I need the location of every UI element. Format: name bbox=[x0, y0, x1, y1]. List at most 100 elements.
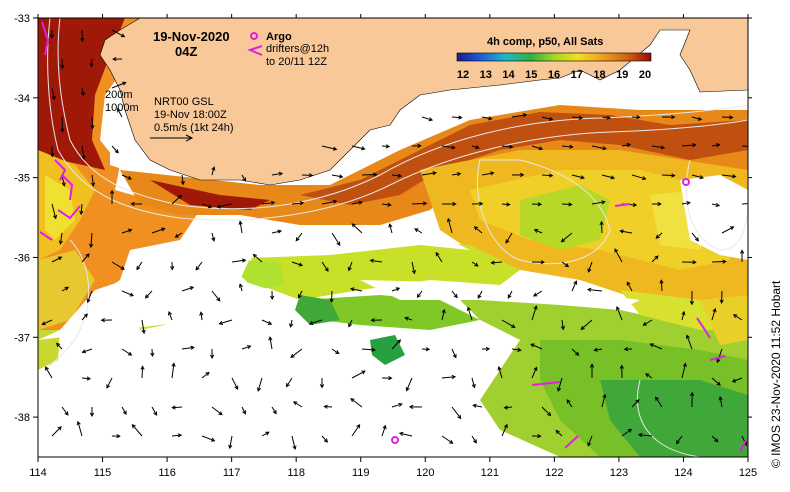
current-arrow bbox=[131, 423, 143, 437]
current-arrow bbox=[140, 365, 145, 379]
current-arrow bbox=[370, 318, 383, 323]
current-arrow bbox=[50, 145, 55, 158]
drifter-legend-line1: drifters@12h bbox=[266, 43, 329, 55]
current-arrow bbox=[601, 115, 612, 120]
current-arrow bbox=[60, 116, 65, 133]
current-arrow bbox=[531, 202, 543, 207]
drifter-track bbox=[57, 205, 81, 220]
current-arrow bbox=[451, 115, 463, 120]
current-arrow bbox=[531, 366, 538, 379]
current-arrow bbox=[61, 286, 70, 292]
current-arrow bbox=[111, 145, 119, 154]
drifter-track bbox=[696, 317, 711, 339]
contour-label-1000m: 1000m bbox=[105, 102, 139, 114]
drifter-track bbox=[564, 435, 579, 449]
current-arrow bbox=[81, 313, 88, 321]
current-arrow bbox=[441, 201, 457, 207]
drifter-track bbox=[39, 231, 53, 241]
current-arrow bbox=[321, 199, 338, 205]
drifter-track bbox=[531, 381, 561, 386]
current-arrow bbox=[81, 145, 86, 160]
current-arrow bbox=[261, 200, 276, 205]
current-arrow bbox=[151, 227, 166, 234]
current-arrow bbox=[151, 406, 158, 416]
current-arrow bbox=[649, 343, 663, 350]
current-arrow bbox=[661, 173, 676, 178]
current-scale-label: 0.5m/s (1kt 24h) bbox=[154, 122, 233, 134]
y-tick-label: -34 bbox=[14, 93, 30, 105]
drifter-legend: drifters@12h to 20/11 12Z bbox=[247, 43, 329, 68]
current-arrow bbox=[408, 404, 423, 410]
current-arrow bbox=[49, 29, 54, 39]
current-arrow bbox=[711, 377, 721, 386]
current-arrow bbox=[238, 283, 243, 292]
current-arrow bbox=[290, 348, 303, 358]
current-arrow bbox=[661, 114, 676, 120]
current-arrow bbox=[503, 405, 513, 410]
current-arrow bbox=[501, 319, 516, 328]
current-arrow bbox=[651, 201, 662, 207]
current-arrow bbox=[174, 232, 183, 238]
current-arrow bbox=[690, 391, 695, 408]
current-arrow bbox=[231, 377, 239, 390]
current-arrow bbox=[471, 201, 484, 206]
current-arrow bbox=[561, 144, 574, 149]
current-arrow bbox=[571, 280, 578, 292]
current-arrow bbox=[121, 406, 127, 415]
current-arrow bbox=[121, 348, 133, 356]
current-arrow bbox=[61, 406, 69, 416]
current-arrow bbox=[171, 405, 183, 410]
current-arrow bbox=[716, 348, 723, 364]
current-arrow bbox=[501, 202, 511, 207]
current-arrow bbox=[659, 279, 664, 292]
current-arrow bbox=[655, 232, 663, 239]
current-arrow bbox=[331, 174, 344, 179]
colorbar-tick-label: 20 bbox=[639, 69, 651, 81]
current-arrow bbox=[211, 290, 221, 302]
current-arrow bbox=[80, 29, 85, 43]
x-tick-label: 118 bbox=[287, 467, 305, 479]
current-arrow bbox=[451, 406, 462, 420]
current-arrow bbox=[195, 261, 203, 271]
current-arrow bbox=[507, 290, 513, 299]
current-arrow bbox=[291, 261, 304, 267]
current-arrow bbox=[181, 286, 195, 292]
current-arrow bbox=[741, 203, 748, 205]
current-arrow bbox=[675, 435, 683, 445]
current-arrow bbox=[170, 261, 175, 271]
current-arrow bbox=[361, 172, 378, 177]
current-arrow bbox=[228, 435, 233, 450]
drifter-tracks bbox=[39, 21, 747, 453]
current-arrow bbox=[472, 403, 483, 408]
current-arrow bbox=[645, 373, 653, 379]
y-tick-label: -36 bbox=[14, 252, 30, 264]
colorbar-tick-label: 19 bbox=[616, 69, 628, 81]
current-arrow bbox=[731, 377, 743, 383]
current-arrow bbox=[323, 404, 333, 409]
x-axis: 114 115 116 117 118 119 120 121 122 123 124 125 bbox=[29, 14, 757, 479]
current-model-time: 19-Nov 18:00Z bbox=[154, 109, 227, 121]
current-arrow bbox=[721, 226, 735, 234]
current-arrow bbox=[685, 334, 693, 350]
current-arrow bbox=[451, 290, 458, 299]
x-tick-label: 114 bbox=[29, 467, 47, 479]
y-tick-label: -37 bbox=[14, 332, 30, 344]
current-arrow bbox=[531, 433, 542, 439]
current-arrow bbox=[587, 261, 593, 273]
current-arrow bbox=[121, 290, 135, 297]
current-arrow bbox=[121, 228, 133, 234]
current-arrow bbox=[642, 319, 653, 326]
current-arrow bbox=[571, 115, 584, 120]
current-arrow bbox=[261, 431, 270, 437]
x-tick-label: 119 bbox=[352, 467, 370, 479]
x-tick-label: 115 bbox=[94, 467, 112, 479]
current-arrow bbox=[111, 29, 126, 38]
current-arrow bbox=[136, 261, 143, 271]
current-arrow bbox=[471, 435, 477, 444]
current-arrow bbox=[167, 310, 173, 321]
x-tick-label: 116 bbox=[158, 467, 176, 479]
current-arrow bbox=[571, 348, 580, 356]
plot-frame bbox=[37, 17, 749, 458]
x-tick-label: 125 bbox=[739, 467, 757, 479]
colorbar-title: 4h comp, p50, All Sats bbox=[487, 36, 603, 48]
